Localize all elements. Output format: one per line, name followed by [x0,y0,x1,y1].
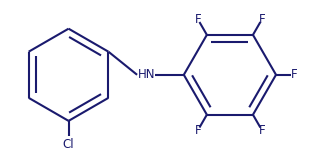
Text: Cl: Cl [63,138,74,151]
Text: F: F [259,124,265,137]
Text: F: F [194,124,201,137]
Text: F: F [259,13,265,26]
Text: F: F [194,13,201,26]
Text: F: F [291,68,297,81]
Text: HN: HN [137,68,155,81]
